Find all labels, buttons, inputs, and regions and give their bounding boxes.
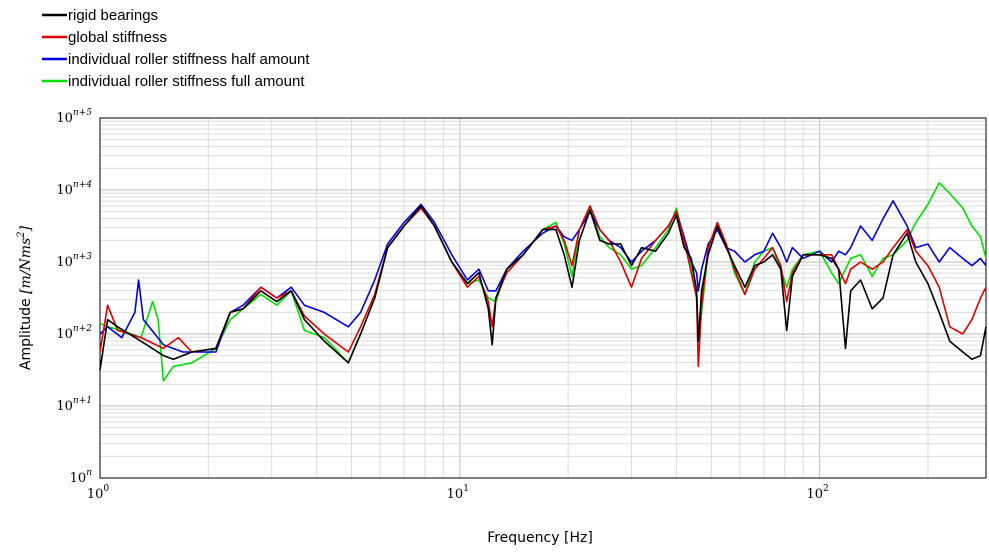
y-axis-label-unit-exponent: 2 bbox=[16, 231, 27, 238]
y-tick-label: 10n+5 bbox=[56, 108, 92, 126]
y-tick-label: 10n+2 bbox=[56, 324, 92, 342]
y-tick-label: 10n+3 bbox=[56, 252, 92, 270]
series-line-2 bbox=[99, 200, 987, 353]
y-axis-label-unit-end: ] bbox=[18, 225, 34, 232]
legend-label-3: individual roller stiffness full amount bbox=[68, 73, 305, 90]
x-tick-label: 100 bbox=[87, 484, 110, 502]
x-axis-label: Frequency [Hz] bbox=[487, 530, 593, 546]
series-line-0 bbox=[99, 205, 987, 371]
legend: rigid bearings global stiffness individual… bbox=[42, 7, 310, 90]
series-lines bbox=[99, 182, 987, 382]
x-tick-labels: 100 101 102 bbox=[87, 484, 829, 502]
series-line-3 bbox=[99, 182, 987, 382]
y-axis-label: Amplitude [m/Nms2] bbox=[16, 225, 34, 370]
y-axis-label-text: Amplitude bbox=[18, 294, 34, 370]
y-tick-label: 10n bbox=[70, 468, 93, 486]
legend-label-0: rigid bearings bbox=[68, 7, 158, 24]
y-axis-label-unit: [m/Nms bbox=[18, 238, 34, 294]
y-tick-label: 10n+1 bbox=[56, 396, 92, 414]
y-tick-labels: 10n 10n+1 10n+2 10n+3 10n+4 10n+5 bbox=[56, 108, 92, 486]
series-line-1 bbox=[99, 205, 987, 368]
x-tick-label: 102 bbox=[806, 484, 828, 502]
legend-label-1: global stiffness bbox=[68, 29, 167, 46]
legend-label-2: individual roller stiffness half amount bbox=[68, 51, 310, 68]
y-tick-label: 10n+4 bbox=[56, 180, 92, 198]
grid bbox=[99, 118, 986, 479]
plot-frame bbox=[99, 117, 987, 479]
x-tick-label: 101 bbox=[447, 484, 469, 502]
